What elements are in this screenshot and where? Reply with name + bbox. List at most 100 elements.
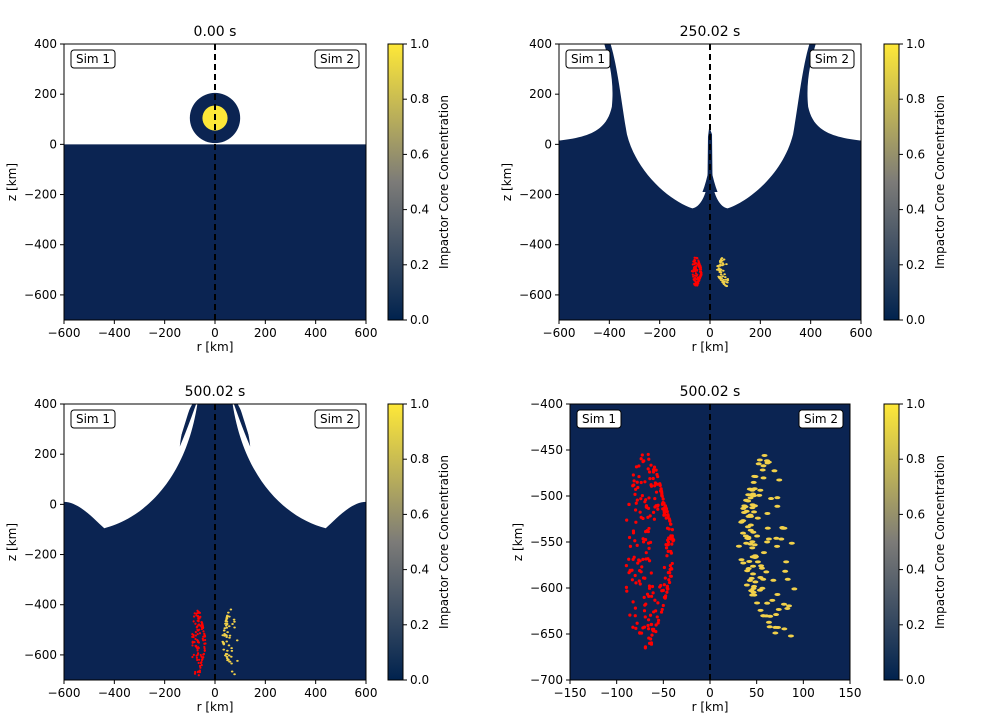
colorbar-tick-label: 0.0 — [410, 313, 429, 327]
colorbar-tick-label: 0.8 — [906, 92, 925, 106]
debris-sim1 — [647, 457, 651, 461]
debris-sim2 — [758, 564, 765, 568]
colorbar: 0.0 0.2 0.4 0.6 0.8 1.0 Impactor Core Concentr… — [387, 37, 451, 327]
debris-sim1 — [203, 649, 206, 652]
debris-sim2 — [722, 258, 726, 261]
x-tick-label: 400 — [799, 326, 822, 340]
debris-sim1 — [647, 586, 652, 590]
debris-sim1 — [638, 582, 642, 586]
debris-sim2 — [747, 496, 754, 500]
debris-sim2 — [742, 534, 749, 538]
debris-sim2 — [227, 654, 231, 657]
y-tick-label: −400 — [24, 238, 57, 252]
debris-sim2 — [754, 534, 761, 538]
debris-sim1 — [671, 537, 675, 541]
debris-sim1 — [191, 655, 194, 659]
debris-sim2 — [229, 608, 233, 611]
plot-area — [64, 44, 366, 320]
debris-sim2 — [225, 655, 229, 658]
debris-sim1 — [194, 634, 197, 637]
debris-sim1 — [641, 537, 645, 541]
debris-sim1 — [653, 496, 657, 501]
debris-sim2 — [745, 567, 752, 571]
panel-title: 250.02 s — [680, 24, 741, 40]
debris-sim1 — [646, 623, 650, 628]
plot-area — [64, 404, 366, 680]
debris-sim2 — [723, 273, 726, 276]
debris-sim1 — [695, 265, 698, 268]
debris-sim2 — [750, 586, 757, 590]
debris-sim1 — [192, 633, 195, 637]
x-tick-label: −600 — [48, 326, 81, 340]
debris-sim1 — [631, 625, 635, 629]
debris-sim1 — [649, 483, 653, 487]
debris-sim1 — [644, 551, 648, 555]
debris-sim1 — [194, 622, 197, 625]
debris-sim2 — [764, 601, 771, 605]
debris-sim1 — [634, 508, 638, 512]
x-tick-label: 400 — [304, 326, 327, 340]
debris-sim1 — [625, 589, 629, 593]
colorbar-tick-label: 0.2 — [410, 258, 429, 272]
debris-sim1 — [663, 576, 667, 580]
debris-sim2 — [754, 601, 761, 605]
colorbar-tick-label: 0.8 — [410, 452, 429, 466]
debris-sim2 — [227, 625, 231, 628]
debris-sim1 — [693, 282, 696, 285]
debris-sim1 — [642, 609, 647, 613]
debris-sim2 — [781, 627, 788, 631]
debris-sim1 — [647, 546, 651, 550]
debris-sim1 — [624, 564, 628, 568]
y-tick-label: −500 — [530, 489, 563, 503]
debris-sim1 — [662, 595, 667, 599]
debris-sim2 — [725, 281, 729, 284]
debris-sim1 — [635, 480, 639, 484]
y-tick-label: −700 — [530, 673, 563, 687]
debris-sim2 — [750, 590, 757, 594]
y-axis-label: z [km] — [5, 163, 19, 201]
y-tick-label: −600 — [24, 288, 57, 302]
debris-sim2 — [774, 625, 781, 629]
debris-sim1 — [634, 487, 638, 491]
debris-sim1 — [196, 640, 200, 644]
panel-title: 500.02 s — [185, 384, 246, 400]
debris-sim1 — [203, 647, 206, 650]
debris-sim1 — [198, 617, 201, 620]
debris-sim1 — [201, 658, 204, 661]
sim1-label: Sim 1 — [565, 49, 611, 69]
debris-sim1 — [660, 607, 664, 612]
debris-sim2 — [784, 606, 791, 610]
debris-sim2 — [743, 541, 750, 545]
debris-sim1 — [633, 573, 637, 578]
debris-sim1 — [194, 630, 198, 634]
x-tick-label: 400 — [304, 686, 327, 700]
debris-sim2 — [230, 647, 233, 650]
colorbar: 0.0 0.2 0.4 0.6 0.8 1.0 Impactor Core Concentr… — [883, 37, 947, 327]
sim2-text: Sim 2 — [320, 52, 354, 66]
debris-sim2 — [772, 631, 779, 635]
x-tick-label: 150 — [839, 686, 862, 700]
debris-sim2 — [716, 265, 720, 268]
debris-sim2 — [738, 520, 745, 524]
x-tick-label: −600 — [48, 686, 81, 700]
y-axis-label: z [km] — [5, 523, 19, 561]
debris-sim1 — [196, 628, 199, 631]
debris-sim1 — [196, 649, 199, 652]
panel-title: 0.00 s — [194, 24, 237, 40]
debris-sim2 — [719, 258, 723, 261]
x-tick-label: −100 — [600, 686, 633, 700]
debris-sim2 — [725, 263, 728, 266]
debris-sim1 — [669, 549, 673, 554]
debris-sim1 — [700, 271, 703, 274]
debris-sim2 — [757, 608, 764, 612]
colorbar-tick-label: 0.4 — [906, 563, 925, 577]
debris-sim1 — [199, 653, 202, 657]
debris-sim1 — [658, 585, 662, 589]
debris-sim1 — [197, 610, 200, 613]
y-tick-label: 0 — [49, 497, 57, 511]
sim1-text: Sim 1 — [571, 52, 605, 66]
y-tick-label: −600 — [519, 288, 552, 302]
debris-sim1 — [628, 544, 633, 548]
x-tick-label: 50 — [749, 686, 764, 700]
debris-sim1 — [656, 618, 661, 622]
